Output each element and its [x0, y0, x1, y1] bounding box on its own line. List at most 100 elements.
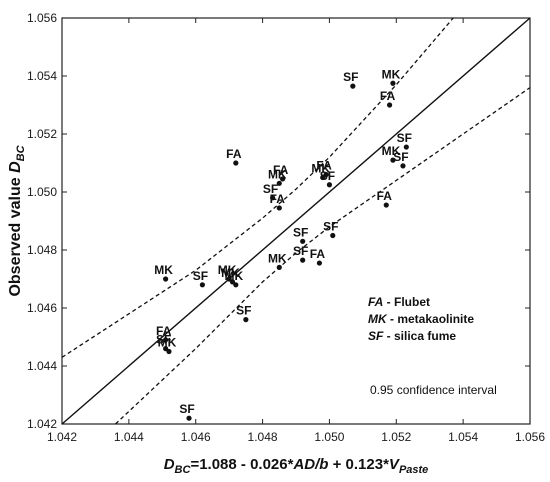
- data-point: [163, 337, 169, 343]
- data-point: [276, 205, 282, 211]
- y-tick-label: 1.054: [27, 69, 57, 83]
- axis-label-part: AD/b: [292, 456, 328, 473]
- axis-label-part: + 0.123*: [328, 456, 389, 473]
- legend-text: - Flubet: [383, 295, 430, 309]
- data-point: [243, 317, 249, 323]
- confidence-interval-annotation: 0.95 confidence interval: [370, 383, 497, 397]
- x-tick-label: 1.042: [47, 430, 77, 444]
- data-point-label: SF: [397, 131, 412, 145]
- data-point-label: MK: [218, 263, 237, 277]
- data-point: [300, 257, 306, 263]
- data-point-label: MK: [311, 162, 330, 176]
- axis-label-part: BC: [15, 144, 27, 161]
- axis-label-part: BC: [175, 464, 192, 476]
- data-point-label: FA: [156, 324, 172, 338]
- data-point: [300, 238, 306, 244]
- data-point: [383, 202, 389, 208]
- data-point-label: SF: [263, 182, 278, 196]
- axis-label-part: D: [164, 456, 175, 473]
- x-tick-label: 1.044: [114, 430, 144, 444]
- data-point: [390, 157, 396, 163]
- legend-code: FA: [368, 295, 383, 309]
- y-tick-label: 1.042: [27, 417, 57, 431]
- axis-label-part: D: [7, 161, 24, 173]
- data-point: [316, 260, 322, 266]
- x-axis-label: DBC=1.088 - 0.026*AD/b + 0.123*VPaste: [164, 456, 429, 476]
- data-point-label: SF: [179, 402, 194, 416]
- y-tick-label: 1.050: [27, 185, 57, 199]
- legend: FA - Flubet MK - metakaolinite SF - silica…: [368, 295, 474, 343]
- legend-entry: MK - metakaolinite: [368, 312, 474, 326]
- data-point-label: MK: [224, 269, 243, 283]
- y-tick-label: 1.056: [27, 11, 57, 25]
- data-point: [233, 282, 239, 288]
- x-tick-label: 1.052: [381, 430, 411, 444]
- data-point-label: MK: [158, 336, 177, 350]
- axis-label-part: Observed value: [7, 173, 24, 297]
- data-point-label: SF: [323, 220, 338, 234]
- x-tick-label: 1.054: [448, 430, 478, 444]
- data-point: [186, 415, 192, 421]
- data-point-label: SF: [343, 70, 358, 84]
- data-point: [320, 174, 326, 181]
- data-point: [390, 80, 396, 86]
- data-point: [350, 83, 356, 89]
- data-point-label: FA: [380, 89, 396, 103]
- y-tick-label: 1.052: [27, 127, 57, 141]
- plot-frame: [61, 17, 531, 425]
- data-point: [233, 160, 239, 166]
- axis-label-part: =1.088 - 0.026*: [190, 456, 293, 473]
- y-tick-label: 1.044: [27, 359, 57, 373]
- x-tick-label: 1.048: [248, 430, 278, 444]
- data-point-label: SF: [236, 304, 251, 318]
- legend-entry: SF - silica fume: [368, 329, 456, 343]
- data-point-label: FA: [377, 189, 393, 203]
- y-tick-label: 1.046: [27, 301, 57, 315]
- data-point: [166, 348, 172, 355]
- data-point-label: SF: [393, 150, 408, 164]
- data-point: [280, 176, 286, 182]
- axis-label-part: Paste: [399, 464, 428, 476]
- data-point: [326, 182, 333, 188]
- x-tick-label: 1.046: [181, 430, 211, 444]
- data-point-label: MK: [221, 266, 240, 280]
- data-point: [276, 180, 282, 186]
- y-axis-label: Observed value DBC: [7, 144, 27, 296]
- axes: 1.042 1.044 1.046 1.048 1.050 1.052 1.054 1.056…: [7, 11, 545, 476]
- regression-line: [62, 18, 530, 424]
- data-point-label: SF: [293, 244, 308, 258]
- data-point-label: FA: [226, 147, 242, 161]
- data-point-label: MK: [382, 144, 401, 158]
- data-point-label: FA: [310, 247, 326, 261]
- data-point-label: SF: [320, 169, 335, 183]
- legend-text: - silica fume: [383, 329, 456, 343]
- data-point-label: SF: [193, 269, 208, 283]
- legend-code: MK: [368, 312, 388, 326]
- data-point: [163, 276, 169, 282]
- data-point: [199, 282, 205, 288]
- data-point: [270, 195, 276, 201]
- data-point: [400, 163, 406, 169]
- data-point: [276, 264, 282, 270]
- data-point-label: MK: [382, 67, 401, 81]
- data-point-label: FA: [273, 163, 289, 177]
- fit-lines: [62, 18, 530, 424]
- data-point-label: MK: [154, 263, 173, 277]
- axis-label-part: V: [389, 456, 401, 473]
- data-point: [403, 144, 409, 150]
- data-point-label: MK: [268, 251, 287, 265]
- confidence-lower-line: [115, 87, 530, 424]
- data-point-label: FA: [270, 192, 286, 206]
- legend-entry: FA - Flubet: [368, 295, 430, 309]
- confidence-upper-line: [62, 18, 455, 358]
- y-tick-label: 1.048: [27, 243, 57, 257]
- x-tick-label: 1.056: [515, 430, 545, 444]
- data-point-label: SF: [293, 225, 308, 239]
- data-point: [387, 102, 393, 108]
- legend-code: SF: [368, 329, 384, 343]
- data-point-label: FA: [316, 159, 332, 173]
- data-point-label: SF: [156, 333, 171, 347]
- data-point: [330, 232, 336, 239]
